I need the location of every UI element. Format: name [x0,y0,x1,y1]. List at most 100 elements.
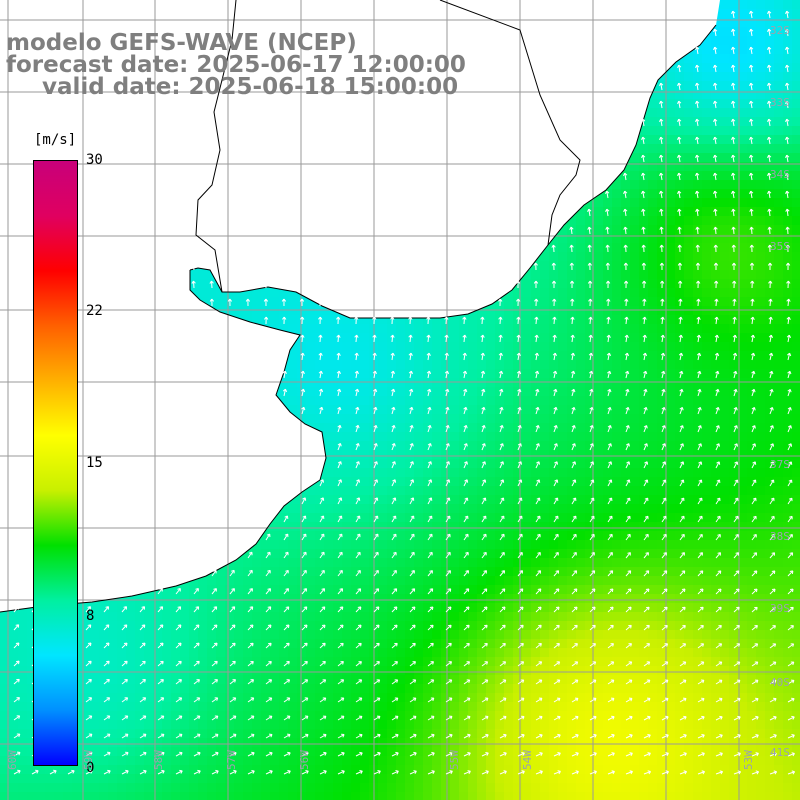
wind-speed-cell [576,333,586,343]
wind-speed-cell [441,477,451,487]
wind-speed-cell [783,477,793,487]
wind-speed-cell [630,297,640,307]
wind-speed-cell [558,369,568,379]
wind-speed-cell [756,414,766,424]
wind-speed-cell [747,108,757,118]
wind-speed-cell [522,270,532,280]
wind-speed-cell [657,414,667,424]
wind-speed-cell [306,306,316,316]
wind-speed-cell [720,99,730,109]
wind-speed-cell [792,27,800,37]
wind-speed-cell [333,342,343,352]
wind-speed-cell [756,432,766,442]
wind-speed-cell [405,342,415,352]
wind-speed-cell [594,234,604,244]
wind-speed-cell [378,495,388,505]
wind-speed-cell [387,324,397,334]
wind-speed-cell [513,369,523,379]
wind-speed-cell [747,351,757,361]
wind-speed-cell [513,495,523,505]
wind-speed-cell [297,324,307,334]
wind-speed-cell [567,468,577,478]
wind-speed-cell [351,441,361,451]
wind-speed-cell [468,414,478,424]
wind-speed-cell [621,252,631,262]
wind-speed-cell [360,459,370,469]
wind-speed-cell [729,459,739,469]
wind-speed-cell [531,405,541,415]
wind-speed-cell [657,432,667,442]
wind-speed-cell [675,459,685,469]
wind-speed-cell [297,387,307,397]
wind-speed-cell [576,243,586,253]
wind-speed-cell [504,306,514,316]
wind-speed-cell [549,252,559,262]
wind-speed-cell [711,90,721,100]
wind-speed-cell [504,369,514,379]
wind-speed-cell [477,351,487,361]
wind-speed-cell [729,0,739,10]
wind-speed-cell [450,441,460,451]
wind-speed-cell [720,126,730,136]
wind-speed-cell [513,333,523,343]
wind-speed-cell [792,315,800,325]
wind-speed-cell [207,270,217,280]
wind-speed-cell [288,306,298,316]
wind-speed-cell [639,288,649,298]
wind-speed-cell [549,333,559,343]
wind-speed-cell [774,216,784,226]
wind-speed-cell [774,135,784,145]
wind-speed-cell [486,495,496,505]
wind-speed-cell [693,315,703,325]
wind-speed-cell [693,54,703,64]
wind-speed-cell [603,324,613,334]
wind-speed-cell [405,432,415,442]
wind-speed-cell [684,450,694,460]
wind-speed-cell [693,234,703,244]
wind-speed-cell [270,288,280,298]
wind-speed-cell [504,423,514,433]
wind-speed-cell [684,486,694,496]
wind-speed-cell [612,378,622,388]
wind-speed-cell [783,90,793,100]
wind-speed-cell [405,486,415,496]
wind-speed-cell [495,423,505,433]
wind-speed-cell [747,324,757,334]
wind-speed-cell [432,360,442,370]
wind-speed-cell [405,414,415,424]
wind-speed-cell [720,279,730,289]
wind-speed-cell [792,180,800,190]
wind-speed-cell [504,441,514,451]
wind-speed-cell [657,450,667,460]
wind-speed-cell [702,144,712,154]
wind-speed-cell [684,333,694,343]
wind-speed-cell [765,315,775,325]
wind-speed-cell [234,306,244,316]
wind-speed-cell [684,252,694,262]
wind-speed-cell [351,333,361,343]
wind-speed-cell [414,378,424,388]
wind-speed-cell [585,306,595,316]
wind-speed-cell [261,306,271,316]
wind-speed-cell [549,459,559,469]
wind-speed-cell [486,378,496,388]
wind-speed-cell [333,432,343,442]
wind-speed-cell [576,495,586,505]
wind-speed-cell [639,297,649,307]
wind-speed-cell [693,90,703,100]
wind-speed-cell [639,378,649,388]
wind-speed-cell [333,450,343,460]
wind-speed-cell [540,450,550,460]
wind-speed-cell [756,459,766,469]
wind-speed-cell [648,225,658,235]
wind-speed-cell [549,486,559,496]
wind-speed-cell [657,351,667,361]
wind-speed-cell [702,135,712,145]
wind-speed-cell [774,81,784,91]
wind-speed-cell [756,90,766,100]
wind-speed-cell [306,315,316,325]
wind-speed-cell [738,342,748,352]
wind-speed-cell [486,396,496,406]
wind-speed-cell [594,432,604,442]
wind-speed-cell [432,450,442,460]
